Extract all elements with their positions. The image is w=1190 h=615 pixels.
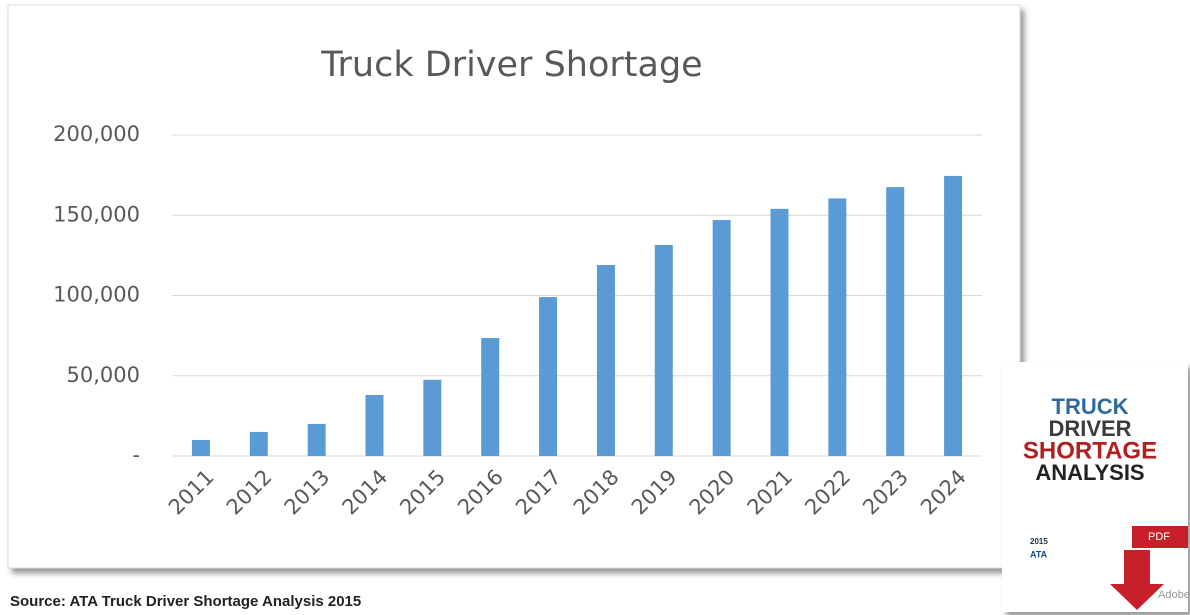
y-tick-label: - [132, 443, 140, 467]
bar [366, 395, 384, 456]
chart-panel [8, 5, 1020, 568]
thumbnail-year: 2015 [1030, 537, 1048, 546]
y-tick-label: 100,000 [53, 283, 140, 307]
bar [308, 424, 326, 456]
bar [597, 265, 615, 456]
bar [713, 220, 731, 456]
thumbnail-brand: Adobe [1158, 589, 1190, 601]
bar [250, 432, 268, 456]
source-note: Source: ATA Truck Driver Shortage Analys… [10, 593, 361, 610]
bar [539, 297, 557, 456]
y-tick-label: 150,000 [53, 202, 140, 226]
y-tick-label: 50,000 [67, 363, 140, 387]
page: Truck Driver Shortage Source: ATA Truck … [0, 0, 1190, 615]
bar [771, 209, 789, 456]
bar [423, 380, 441, 456]
bar [828, 198, 846, 456]
pdf-badge-label: PDF [1148, 531, 1170, 543]
bar [944, 176, 962, 456]
thumbnail-org: ATA [1030, 549, 1048, 559]
bar [655, 245, 673, 456]
thumbnail-title-line: ANALYSIS [1035, 460, 1144, 485]
chart-title: Truck Driver Shortage [320, 45, 702, 85]
report-thumbnail[interactable]: 2015 ATA PDF Adobe TRUCKDRIVERSHORTAGEAN… [1002, 362, 1190, 612]
bar [886, 187, 904, 456]
bar [481, 338, 499, 456]
bar [192, 440, 210, 456]
y-tick-label: 200,000 [53, 122, 140, 146]
